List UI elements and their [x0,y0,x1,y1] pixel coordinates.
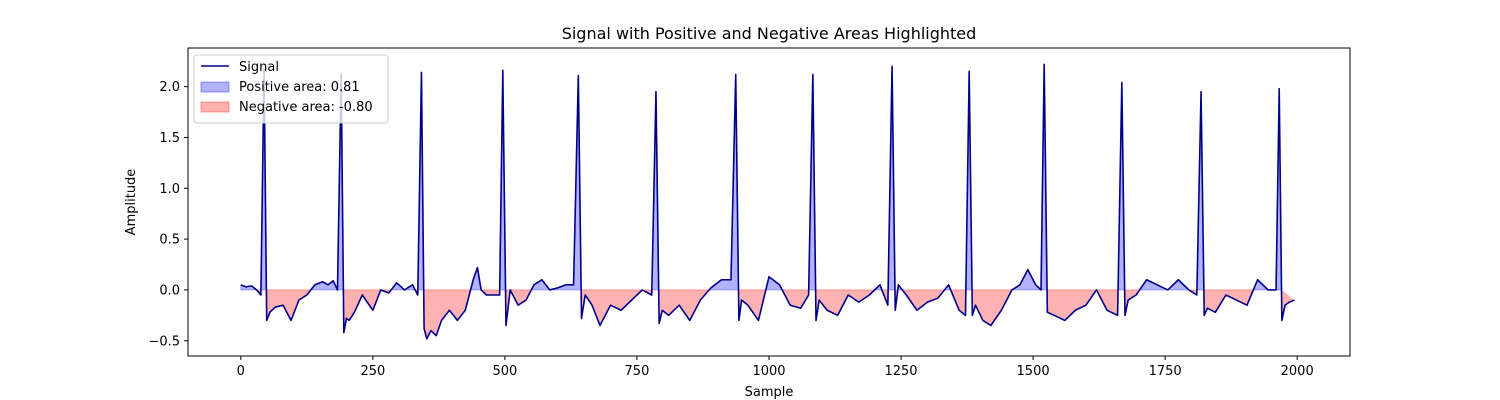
series-line-signal [240,63,1295,340]
chart-title: Signal with Positive and Negative Areas … [562,24,977,43]
legend-frame [193,54,389,124]
x-tick-label: 250 [360,364,385,379]
legend-swatch-positive [200,81,230,93]
x-tick-label: 1250 [884,364,917,379]
y-axis-label: Amplitude [124,169,139,236]
legend-label-negative: Negative area: -0.80 [239,100,373,115]
x-tick-label: 0 [237,364,245,379]
x-tick-label: 1750 [1149,364,1182,379]
x-axis-label: Sample [745,385,794,400]
legend: Signal Positive area: 0.81 Negative area… [193,54,389,124]
y-tick-label: −0.5 [148,334,180,349]
y-tick-label: 2.0 [159,80,180,95]
y-tick-label: 1.5 [159,131,180,146]
y-tick-label: 1.0 [159,182,180,197]
x-tick-label: 500 [492,364,517,379]
legend-label-signal: Signal [239,60,279,75]
y-tick-label: 0.5 [159,233,180,248]
x-tick-label: 1000 [752,364,785,379]
legend-label-positive: Positive area: 0.81 [239,80,360,95]
x-tick-label: 1500 [1017,364,1050,379]
x-axis: 0 250 500 750 1000 1250 1500 1750 2000 [237,356,1314,379]
x-tick-label: 750 [625,364,650,379]
y-axis: −0.5 0.0 0.5 1.0 1.5 2.0 [148,80,188,349]
x-tick-label: 2000 [1281,364,1314,379]
legend-swatch-negative [200,101,230,113]
y-tick-label: 0.0 [159,283,180,298]
